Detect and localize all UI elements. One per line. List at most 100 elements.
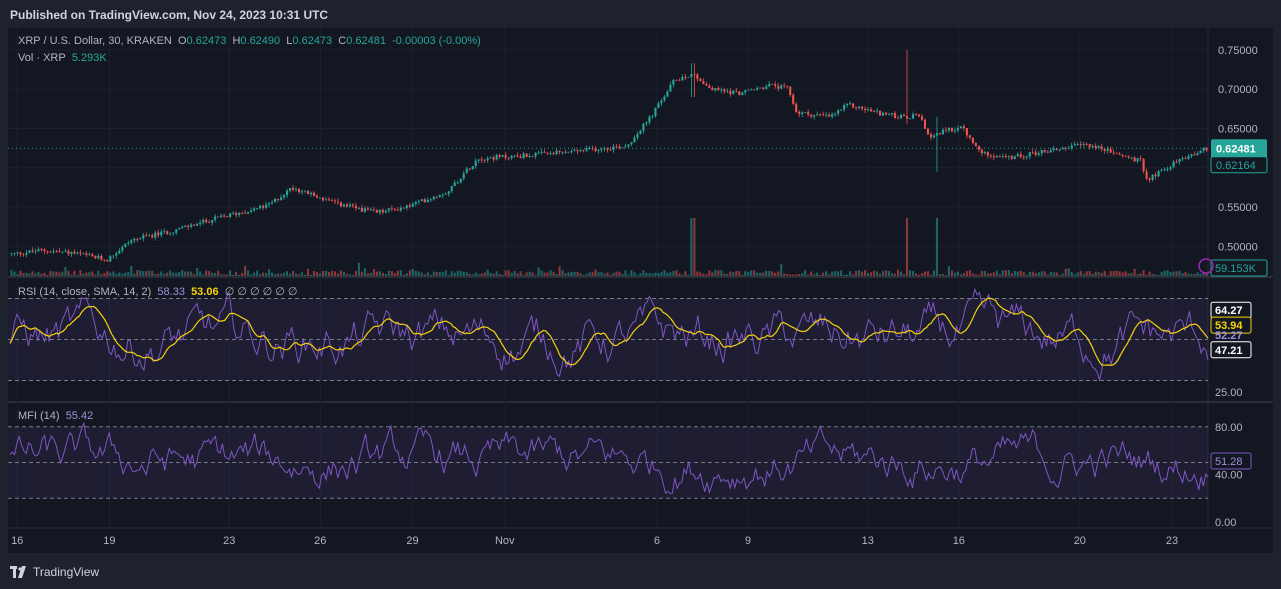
mfi-label[interactable]: MFI (14) — [18, 410, 60, 422]
candle-body — [94, 256, 97, 259]
volume-bar — [282, 272, 286, 276]
volume-bar — [1136, 274, 1139, 276]
candle-body — [618, 146, 621, 149]
candle-body — [965, 128, 968, 136]
candle-body — [822, 114, 825, 116]
candle-body — [630, 142, 633, 145]
volume-bar — [244, 265, 247, 276]
candle-body — [510, 155, 513, 159]
candle-body — [175, 229, 178, 233]
volume-bar — [1124, 271, 1127, 276]
candle-body — [1097, 146, 1100, 148]
candle-body — [657, 103, 660, 108]
candle-body — [615, 146, 618, 148]
candle-body — [902, 114, 906, 117]
footer-brand[interactable]: TradingView — [33, 565, 100, 579]
mfi-tick-label: 80.00 — [1215, 422, 1243, 434]
volume-bar — [1202, 272, 1205, 276]
volume-bar — [1172, 271, 1175, 276]
volume-bar — [1043, 271, 1046, 276]
volume-bar — [16, 274, 19, 276]
replay-indicator-icon[interactable] — [1198, 258, 1214, 274]
candle-body — [148, 235, 151, 237]
volume-bar — [980, 271, 983, 276]
rsi-value: 58.33 — [157, 286, 185, 298]
candle-body — [861, 106, 864, 109]
candle-body — [157, 232, 160, 236]
volume-bar — [360, 271, 363, 276]
volume-bar — [1091, 273, 1094, 276]
volume-bar — [666, 272, 669, 276]
candle-body — [468, 168, 471, 170]
chart-canvas[interactable]: 16 19 23 26 29 Nov 6 9 13 16 20 23 0.75000 0.70000 0.6… — [8, 28, 1273, 553]
volume-bar — [214, 273, 217, 276]
volume-bar — [1190, 273, 1193, 276]
volume-bar — [351, 274, 354, 276]
band-background — [8, 426, 1208, 499]
candle-body — [696, 74, 699, 79]
volume-bar — [600, 271, 603, 276]
candle-body — [681, 76, 684, 81]
volume-bar — [594, 269, 597, 276]
volume-bar — [804, 270, 807, 276]
candle-body — [22, 254, 25, 256]
candle-body — [1055, 148, 1058, 151]
candle-body — [426, 199, 429, 203]
candle-body — [744, 90, 747, 93]
volume-bar — [486, 269, 489, 276]
volume-bar — [510, 272, 513, 276]
volume-bar — [345, 273, 348, 276]
candle-body — [540, 151, 543, 153]
candle-body — [645, 122, 648, 124]
candle-body — [558, 150, 561, 153]
candle-body — [166, 231, 169, 234]
volume-bar — [40, 273, 43, 276]
rsi-axis-label: 64.27 — [1215, 305, 1243, 317]
tradingview-logo-icon[interactable] — [10, 566, 30, 578]
candle-body — [435, 196, 438, 198]
candle-body — [288, 188, 292, 191]
candle-body — [315, 195, 319, 198]
volume-label[interactable]: Vol · XRP — [18, 52, 66, 64]
candle-body — [244, 212, 247, 214]
volume-bar — [947, 266, 950, 276]
volume-bar — [294, 273, 298, 276]
candle-body — [525, 153, 528, 157]
volume-bar — [1139, 273, 1142, 276]
candle-body — [235, 213, 238, 215]
candle-body — [241, 212, 244, 214]
candle-body — [115, 253, 118, 256]
volume-bar — [1079, 270, 1082, 276]
volume-bar — [1055, 272, 1058, 276]
volume-bar — [172, 272, 175, 276]
volume-bar — [253, 272, 256, 276]
candle-body — [82, 253, 85, 255]
candle-body — [741, 92, 744, 96]
candle-body — [783, 85, 786, 87]
volume-bar — [208, 271, 211, 276]
time-tick-label: 16 — [953, 535, 965, 547]
volume-bar — [61, 271, 64, 276]
candle-body — [498, 155, 501, 157]
volume-bar — [157, 273, 160, 276]
candle-body — [34, 251, 37, 253]
volume-bar — [133, 273, 136, 276]
close-label: C — [338, 35, 347, 47]
candle-body — [675, 79, 678, 81]
chart-area[interactable]: 16 19 23 26 29 Nov 6 9 13 16 20 23 0.75000 0.70000 0.6… — [8, 28, 1273, 553]
candle-body — [79, 252, 82, 254]
rsi-label[interactable]: RSI (14, close, SMA, 14, 2) — [18, 286, 152, 298]
volume-bar — [181, 270, 184, 276]
symbol-title[interactable]: XRP / U.S. Dollar, 30, KRAKEN — [18, 35, 172, 47]
high-value: 0.62490 — [240, 35, 281, 47]
volume-bar — [184, 271, 187, 276]
candle-body — [612, 146, 615, 150]
candle-body — [687, 76, 690, 78]
volume-bar — [687, 274, 690, 276]
candle-body — [726, 90, 729, 92]
volume-bar — [932, 270, 936, 276]
candle-body — [1175, 161, 1178, 163]
volume-bar — [148, 270, 151, 276]
volume-bar — [37, 272, 40, 276]
volume-bar — [965, 271, 968, 276]
